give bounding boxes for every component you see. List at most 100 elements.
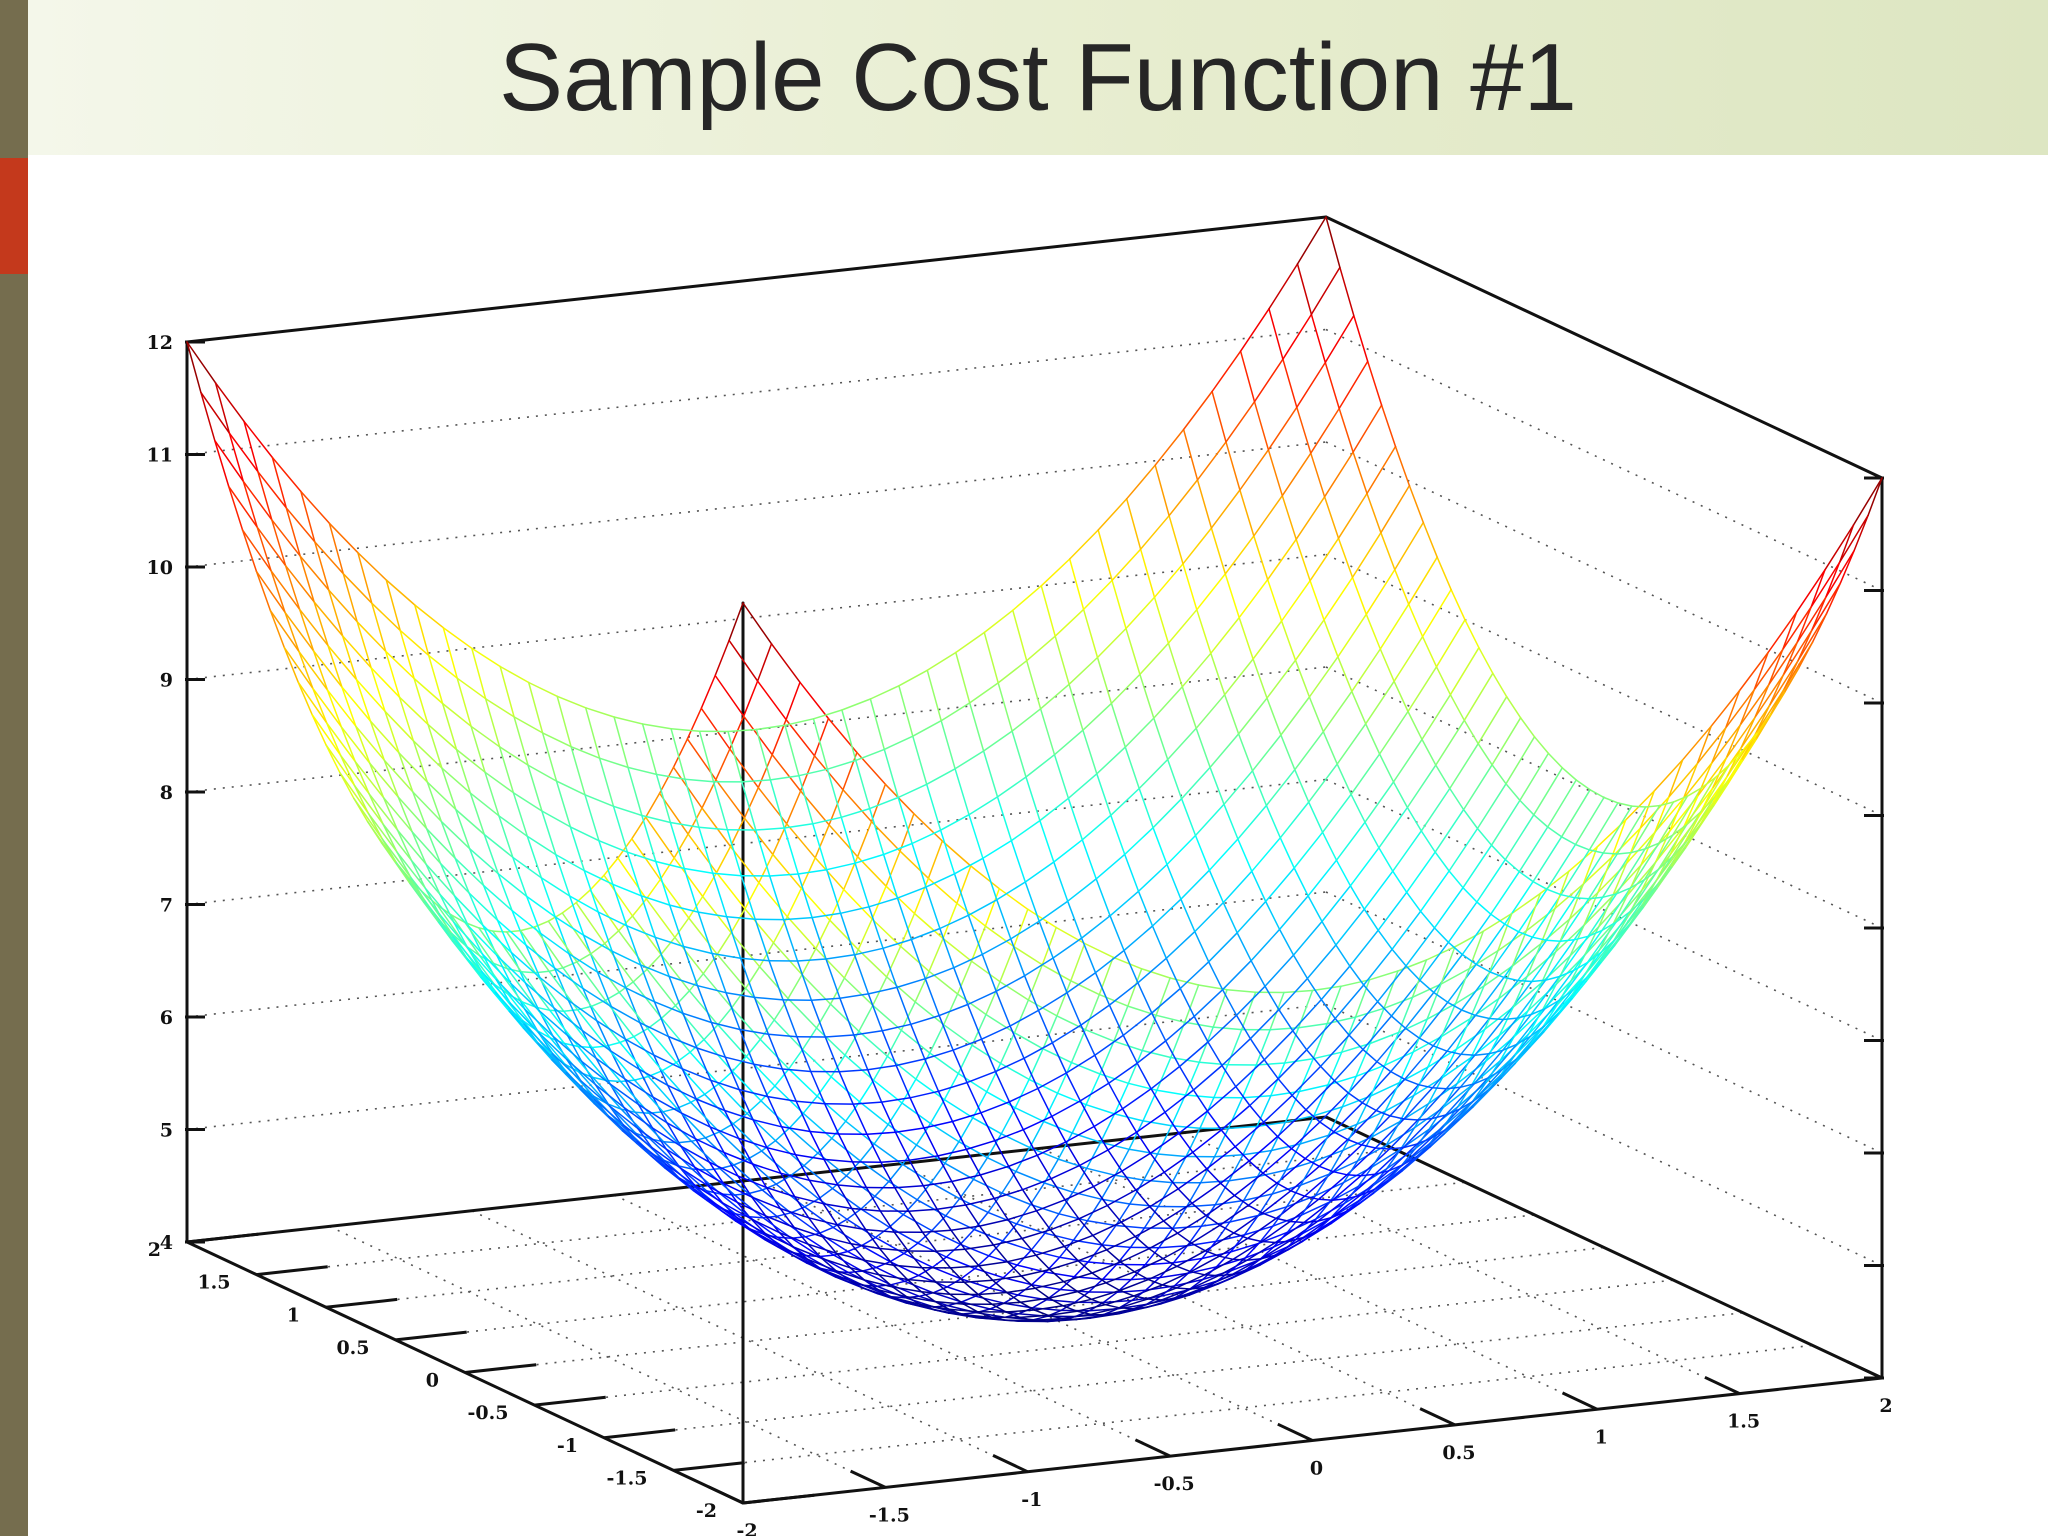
mesh-segment [1725,724,1742,759]
mesh-segment [1574,796,1605,846]
mesh-segment [934,1300,965,1305]
mesh-segment [633,1079,664,1113]
mesh-segment [951,1112,982,1123]
y-tick-label: 1.5 [197,1272,230,1294]
mesh-segment [1260,1220,1291,1243]
mesh-segment [1546,826,1563,838]
x-tick-label: -0.5 [1154,1473,1195,1495]
mesh-segment [1000,1107,1016,1135]
mesh-segment [1243,1214,1260,1236]
mesh-segment [1449,646,1480,696]
mesh-segment [1402,1117,1433,1149]
mesh-segment [654,936,685,948]
mesh-segment [1597,856,1613,894]
mesh-segment [610,1005,641,1024]
mesh-segment [1401,1156,1418,1166]
mesh-segment [1300,1201,1331,1216]
mesh-segment [971,1044,1002,1065]
mesh-segment [1220,1129,1236,1148]
mesh-segment [242,480,258,528]
mesh-segment [1307,763,1338,803]
mesh-segment [622,1124,653,1149]
mesh-segment [370,666,386,713]
mesh-segment [779,1207,810,1219]
mesh-segment [1285,1184,1302,1208]
mesh-segment [591,1046,622,1083]
mesh-segment [1385,1120,1401,1147]
mesh-segment [1180,766,1211,800]
mesh-segment [1008,1087,1039,1103]
mesh-segment [939,813,970,831]
mesh-segment [911,842,927,888]
mesh-segment [1181,686,1197,730]
mesh-segment [1181,652,1212,688]
mesh-segment [1032,1315,1048,1321]
mesh-segment [1179,987,1195,1018]
mesh-segment [186,341,217,384]
mesh-segment [1186,1225,1203,1247]
mesh-segment [639,1021,670,1038]
mesh-segment [595,1057,626,1080]
mesh-segment [1671,841,1687,858]
mesh-segment [1470,1060,1487,1087]
mesh-segment [1513,1033,1530,1057]
mesh-segment [826,759,857,770]
mesh-segment [668,975,699,987]
mesh-segment [927,877,958,905]
mesh-segment [594,1083,625,1109]
mesh-segment [1098,956,1114,996]
mesh-segment [931,1229,962,1246]
mesh-segment [892,1286,923,1293]
mesh-segment [1106,1189,1137,1207]
mesh-segment [841,709,857,762]
mesh-segment [1002,1276,1033,1286]
mesh-segment [1797,641,1814,670]
mesh-segment [626,851,643,897]
mesh-segment [709,1126,740,1140]
mesh-segment [831,1120,847,1140]
mesh-segment [905,1302,936,1311]
mesh-segment [737,1137,754,1165]
mesh-segment [949,1267,966,1284]
mesh-segment [870,783,887,823]
mesh-segment [866,1133,882,1163]
mesh-segment [496,954,512,985]
mesh-segment [750,1218,766,1235]
mesh-segment [1601,921,1617,932]
mesh-segment [456,677,487,700]
mesh-segment [1213,1154,1244,1158]
mesh-segment [1445,1054,1476,1090]
mesh-segment [723,1109,754,1121]
mesh-segment [1417,1083,1434,1089]
mesh-segment [794,1153,811,1182]
mesh-segment [1196,608,1212,655]
mesh-segment [689,1038,705,1053]
y-tick-label: -0.5 [468,1402,509,1424]
mesh-segment [1348,1034,1364,1051]
mesh-segment [1601,893,1618,899]
mesh-segment [1375,1078,1406,1112]
mesh-segment [1307,801,1324,834]
mesh-segment [568,953,584,990]
mesh-segment [837,1133,854,1163]
mesh-segment [1490,913,1506,925]
mesh-segment [1337,656,1353,693]
mesh-segment [881,1023,912,1032]
mesh-segment [1476,783,1507,830]
mesh-segment [454,857,485,887]
mesh-segment [1440,1002,1457,1038]
mesh-segment [371,602,387,653]
mesh-segment [1559,939,1575,942]
mesh-segment [877,1289,908,1298]
mesh-segment [611,950,627,989]
mesh-segment [1286,1214,1303,1234]
mesh-segment [907,1210,924,1234]
mesh-segment [833,1254,864,1272]
mesh-segment [792,1254,823,1270]
mesh-segment [1110,702,1127,748]
mesh-segment [1274,1240,1291,1244]
mesh-segment [1262,1094,1293,1123]
x-tick-label: 0.5 [1442,1442,1475,1464]
mesh-segment [1242,1149,1273,1156]
mesh-segment [1103,1313,1120,1316]
